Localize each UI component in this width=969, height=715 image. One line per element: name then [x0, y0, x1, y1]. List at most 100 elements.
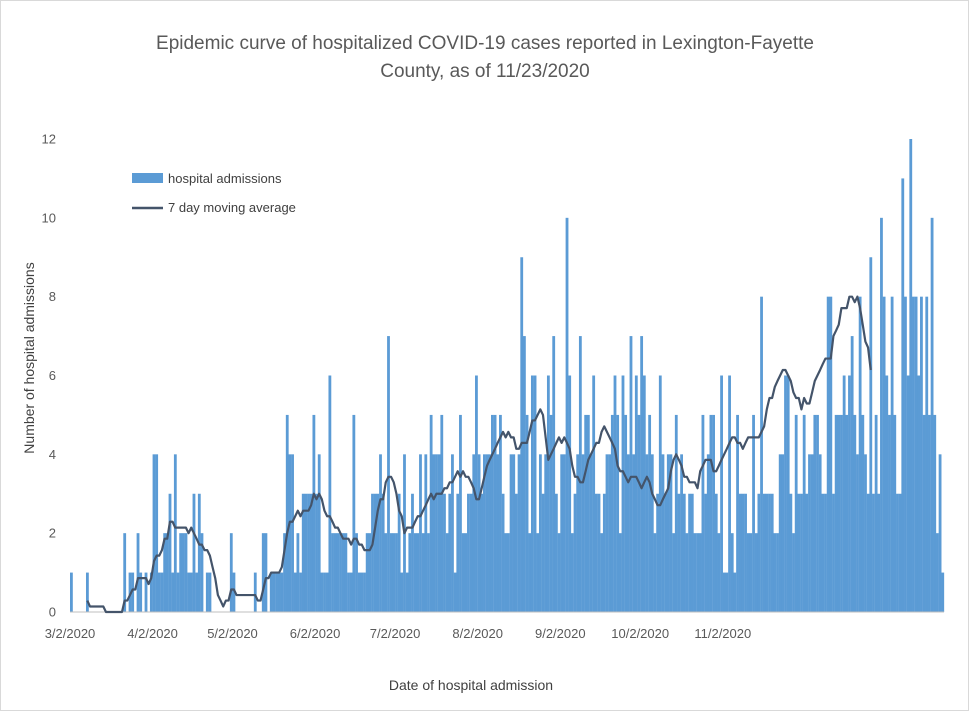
x-tick-label: 3/2/2020: [45, 626, 96, 641]
admission-bar: [789, 493, 793, 612]
admission-bar: [421, 533, 425, 612]
admission-bar: [930, 217, 934, 612]
admission-bar: [538, 454, 542, 612]
admission-bar: [347, 572, 350, 612]
admission-bar: [712, 414, 715, 612]
admission-bar: [405, 572, 409, 612]
admission-bar: [674, 414, 678, 612]
admission-bar: [856, 454, 859, 612]
admission-bar: [616, 414, 620, 612]
admission-bar: [706, 454, 710, 612]
admission-bar: [195, 572, 199, 612]
admission-bar: [776, 533, 779, 612]
admission-bar: [509, 454, 513, 612]
legend-bar-swatch: [132, 173, 163, 183]
admission-bar: [578, 336, 582, 612]
admission-bar: [328, 375, 332, 612]
y-axis-label: Number of hospital admissions: [21, 262, 37, 453]
admission-bar: [413, 533, 417, 612]
admission-bar: [829, 296, 833, 612]
admission-bar: [491, 414, 494, 612]
admission-bar: [933, 414, 937, 612]
chart-title-line-1: Epidemic curve of hospitalized COVID-19 …: [156, 33, 814, 54]
admission-bar: [864, 454, 867, 612]
admission-bar: [464, 533, 468, 612]
admission-bar: [200, 533, 204, 612]
admission-bar: [629, 336, 633, 612]
admission-bar: [549, 414, 553, 612]
admission-bar: [163, 533, 167, 612]
admission-bar: [528, 533, 532, 612]
admission-bar: [299, 572, 302, 612]
admission-bar: [818, 454, 822, 612]
admission-bar: [874, 414, 878, 612]
y-tick-label: 4: [49, 447, 56, 462]
admission-bar: [365, 533, 369, 612]
admission-bar: [816, 414, 819, 612]
x-tick-label: 5/2/2020: [207, 626, 258, 641]
admission-bar: [890, 296, 894, 612]
y-tick-label: 12: [42, 132, 56, 147]
admission-bar: [557, 533, 561, 612]
line-series: [86, 295, 872, 614]
admission-bar: [701, 414, 705, 612]
admission-bar: [411, 493, 414, 612]
admission-bar: [363, 572, 366, 612]
admission-bar: [552, 336, 556, 612]
admission-bar: [504, 533, 508, 612]
admission-bar: [376, 493, 380, 612]
admission-bar: [842, 375, 846, 612]
admission-bar: [309, 493, 313, 612]
admission-bar: [642, 375, 646, 612]
admission-bar: [733, 572, 737, 612]
admission-bar: [808, 454, 811, 612]
admission-bar: [437, 454, 441, 612]
admission-bar: [826, 296, 830, 612]
admission-bar: [698, 533, 702, 612]
admission-bar: [565, 217, 569, 612]
admission-bar: [477, 454, 481, 612]
admission-bar: [280, 572, 284, 612]
admission-bar: [645, 454, 649, 612]
admission-bar: [656, 493, 660, 612]
admission-bar: [435, 454, 438, 612]
admission-bar: [483, 454, 486, 612]
admission-bar: [136, 533, 140, 612]
admission-bar: [389, 533, 393, 612]
admission-bar: [131, 572, 135, 612]
admission-bar: [586, 414, 590, 612]
admission-bar: [906, 375, 910, 612]
admission-bar: [554, 493, 558, 612]
admission-bar: [517, 454, 521, 612]
bar-series: [70, 139, 945, 613]
admission-bar: [485, 454, 489, 612]
admission-bar: [594, 493, 598, 612]
admission-bar: [381, 493, 385, 612]
admission-bar: [320, 572, 324, 612]
admission-bar: [181, 533, 185, 612]
admission-bar: [680, 454, 684, 612]
admission-bar: [592, 375, 596, 612]
admission-bar: [896, 493, 899, 612]
moving-average-line: [86, 295, 872, 614]
admission-bar: [794, 414, 798, 612]
admission-bar: [149, 572, 153, 612]
admission-bar: [752, 414, 755, 612]
x-axis-label: Date of hospital admission: [389, 677, 553, 693]
admission-bar: [917, 375, 921, 612]
admission-bar: [304, 493, 308, 612]
admission-bar: [501, 493, 505, 612]
admission-bar: [312, 414, 316, 612]
admission-bar: [685, 533, 689, 612]
chart-title-line-2: County, as of 11/23/2020: [380, 61, 590, 82]
admission-bar: [160, 572, 164, 612]
admission-bar: [613, 375, 617, 612]
admission-bar: [323, 572, 326, 612]
admission-bar: [597, 493, 601, 612]
admission-bar: [914, 296, 918, 612]
admission-bar: [922, 414, 926, 612]
admission-bar: [336, 533, 340, 612]
admission-bar: [573, 493, 577, 612]
admission-bar: [834, 414, 838, 612]
admission-bar: [179, 533, 183, 612]
